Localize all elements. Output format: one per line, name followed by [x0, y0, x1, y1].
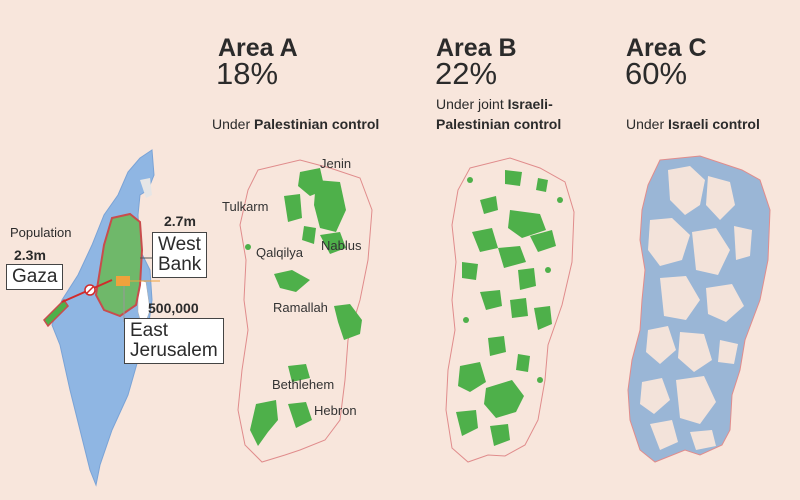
city-label-ramallah: Ramallah — [273, 300, 328, 315]
gaza-population: 2.3m — [14, 247, 46, 263]
west-bank-label: West Bank — [152, 232, 208, 278]
area-a-title: Area A — [218, 34, 298, 62]
area-b-map — [445, 157, 575, 463]
east-jerusalem-marker — [116, 276, 130, 286]
area-c-enclaves — [640, 166, 752, 450]
population-label: Population — [10, 225, 72, 240]
city-label-jenin: Jenin — [320, 156, 352, 171]
gaza-overview — [43, 298, 69, 328]
area-c-title: Area C — [626, 34, 707, 62]
west-bank-population: 2.7m — [164, 213, 196, 229]
gaza-label: Gaza — [6, 264, 64, 290]
east-jerusalem-label: East Jerusalem — [124, 318, 224, 364]
east-jerusalem-population: 500,000 — [148, 300, 199, 316]
city-label-hebron: Hebron — [314, 403, 357, 418]
israel-overview-map — [43, 149, 160, 487]
city-label-tulkarm: Tulkarm — [222, 199, 269, 214]
area-c-map — [627, 155, 771, 463]
west-bank-overview — [94, 212, 144, 318]
area-c-description: Under Israeli control — [626, 116, 760, 132]
area-a-map — [237, 159, 373, 463]
area-a-zones — [245, 168, 362, 446]
area-b-zones — [456, 170, 563, 446]
city-label-nablus: Nablus — [321, 238, 362, 253]
area-a-percent: 18% — [216, 56, 279, 91]
area-a-description: Under Palestinian control — [212, 116, 380, 132]
city-label-bethlehem: Bethlehem — [272, 377, 335, 392]
area-b-title: Area B — [436, 34, 517, 62]
city-label-qalqilya: Qalqilya — [256, 245, 303, 260]
area-b-percent: 22% — [435, 56, 498, 91]
area-b-description: Under joint Israeli- Palestinian control — [436, 96, 562, 132]
golan-area — [140, 178, 152, 198]
area-c-percent: 60% — [625, 56, 688, 91]
